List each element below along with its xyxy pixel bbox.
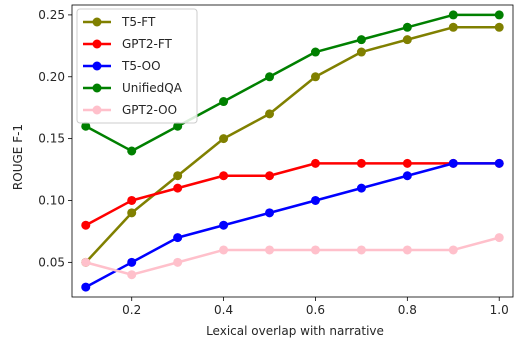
legend-marker bbox=[92, 39, 102, 49]
x-tick-label: 0.8 bbox=[398, 303, 417, 317]
data-point bbox=[173, 121, 183, 131]
data-point bbox=[127, 146, 137, 156]
x-tick-label: 1.0 bbox=[490, 303, 509, 317]
data-point bbox=[402, 158, 412, 168]
legend-label: GPT2-OO bbox=[122, 103, 177, 117]
legend-marker bbox=[92, 61, 102, 71]
data-point bbox=[310, 47, 320, 57]
y-tick-label: 0.20 bbox=[38, 70, 65, 84]
series-gpt2-ft bbox=[81, 158, 504, 230]
data-point bbox=[219, 97, 229, 107]
data-point bbox=[219, 171, 229, 181]
data-point bbox=[219, 220, 229, 230]
y-axis-label: ROUGE F-1 bbox=[11, 124, 25, 190]
data-point bbox=[81, 282, 91, 292]
data-point bbox=[81, 220, 91, 230]
data-point bbox=[127, 208, 137, 218]
series-unifiedqa bbox=[81, 10, 504, 156]
series-line bbox=[84, 162, 501, 227]
series-line bbox=[84, 236, 501, 276]
series-line bbox=[84, 13, 501, 153]
data-point bbox=[173, 171, 183, 181]
data-point bbox=[173, 233, 183, 243]
y-tick-label: 0.05 bbox=[38, 255, 65, 269]
data-point bbox=[81, 121, 91, 131]
legend-item: GPT2-FT bbox=[83, 37, 173, 51]
axes: 0.2 0.4 0.6 0.8 1.0 0.05 0.10 0.15 0.20 0.25 bbox=[38, 4, 514, 317]
data-point bbox=[127, 195, 137, 205]
data-point bbox=[127, 270, 137, 280]
data-point bbox=[356, 183, 366, 193]
data-point bbox=[494, 158, 504, 168]
data-point bbox=[310, 158, 320, 168]
data-point bbox=[265, 72, 275, 82]
data-point bbox=[265, 245, 275, 255]
data-point bbox=[448, 245, 458, 255]
y-tick-label: 0.15 bbox=[38, 132, 65, 146]
legend-box bbox=[76, 8, 198, 124]
legend-item: T5-FT bbox=[83, 15, 156, 29]
y-tick-label: 0.10 bbox=[38, 193, 65, 207]
data-point bbox=[173, 183, 183, 193]
plot-frame bbox=[71, 4, 514, 298]
legend-label: T5-FT bbox=[121, 15, 156, 29]
data-point bbox=[173, 257, 183, 267]
data-point bbox=[494, 233, 504, 243]
data-point bbox=[127, 257, 137, 267]
data-point bbox=[448, 10, 458, 20]
series-gpt2-oo bbox=[81, 233, 504, 280]
data-point bbox=[448, 158, 458, 168]
legend-marker bbox=[92, 17, 102, 27]
data-point bbox=[402, 245, 412, 255]
series-line bbox=[84, 162, 501, 289]
x-axis-label: Lexical overlap with narrative bbox=[206, 324, 384, 338]
data-point bbox=[310, 245, 320, 255]
data-point bbox=[310, 195, 320, 205]
y-tick-label: 0.25 bbox=[38, 8, 65, 22]
data-point bbox=[494, 22, 504, 32]
data-point bbox=[402, 171, 412, 181]
data-point bbox=[81, 257, 91, 267]
data-point bbox=[219, 245, 229, 255]
series-t5-oo bbox=[81, 158, 504, 292]
data-point bbox=[356, 35, 366, 45]
data-point bbox=[356, 158, 366, 168]
data-point bbox=[494, 10, 504, 20]
x-tick-label: 0.4 bbox=[214, 303, 233, 317]
data-point bbox=[448, 22, 458, 32]
legend-marker bbox=[92, 83, 102, 93]
data-point bbox=[356, 245, 366, 255]
x-tick-label: 0.2 bbox=[122, 303, 141, 317]
legend-marker bbox=[92, 105, 102, 115]
data-point bbox=[265, 171, 275, 181]
legend-item: T5-OO bbox=[83, 59, 161, 73]
legend-label: GPT2-FT bbox=[122, 37, 173, 51]
data-point bbox=[310, 72, 320, 82]
data-point bbox=[265, 109, 275, 119]
data-point bbox=[402, 22, 412, 32]
legend-label: UnifiedQA bbox=[122, 81, 183, 95]
plot-area bbox=[81, 10, 504, 292]
x-tick-label: 0.6 bbox=[306, 303, 325, 317]
legend-item: GPT2-OO bbox=[83, 103, 177, 117]
legend-label: T5-OO bbox=[121, 59, 161, 73]
data-point bbox=[356, 47, 366, 57]
legend-item: UnifiedQA bbox=[83, 81, 183, 95]
data-point bbox=[265, 208, 275, 218]
data-point bbox=[402, 35, 412, 45]
legend: T5-FT GPT2-FT T5-OO UnifiedQA GPT2-OO bbox=[76, 8, 198, 124]
data-point bbox=[219, 134, 229, 144]
